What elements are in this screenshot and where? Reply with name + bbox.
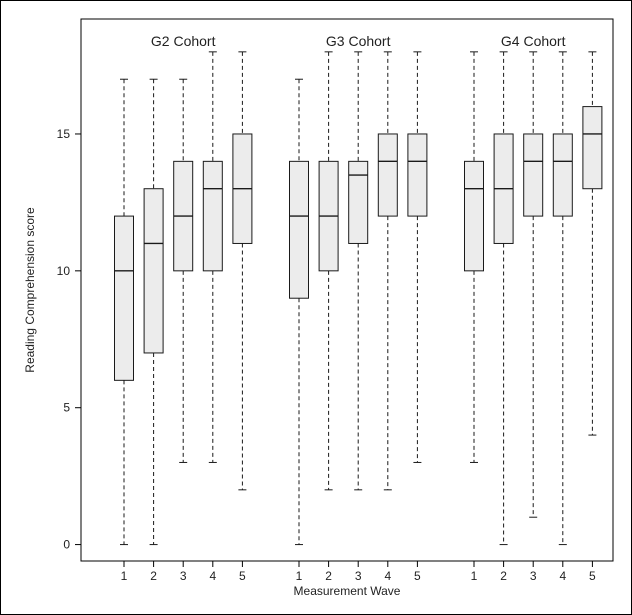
box-plot [114, 78, 134, 546]
iqr-box [348, 160, 369, 244]
y-axis: 0 5 10 15 [57, 127, 81, 552]
box-plot [407, 51, 428, 463]
iqr-box [407, 133, 428, 217]
x-tick-label: 5 [239, 569, 246, 583]
plot-area [80, 18, 614, 562]
iqr-box [464, 160, 484, 272]
y-tick-label: 10 [57, 264, 71, 278]
x-tick-label: 2 [325, 569, 332, 583]
box-plot [318, 51, 339, 491]
y-tick-label: 5 [63, 401, 70, 415]
x-tick-label: 1 [296, 569, 303, 583]
box-plot [232, 51, 253, 491]
x-tick-label: 1 [471, 569, 478, 583]
y-tick-label: 15 [57, 127, 71, 141]
iqr-box [143, 188, 164, 354]
box-plot [552, 51, 573, 546]
box-plot [289, 78, 309, 546]
y-axis-title: Reading Comprehension score [23, 207, 37, 373]
x-tick-label: 2 [150, 569, 157, 583]
x-axis: 1 2 3 4 5 1 2 3 4 5 1 2 3 4 5 [121, 561, 596, 583]
cohort-label: G4 Cohort [501, 33, 566, 49]
x-tick-label: 4 [559, 569, 566, 583]
x-tick-label: 5 [414, 569, 421, 583]
x-tick-label: 4 [209, 569, 216, 583]
x-tick-label: 1 [121, 569, 128, 583]
box-plot [173, 78, 194, 463]
iqr-box [523, 133, 544, 217]
y-tick-label: 0 [63, 538, 70, 552]
box-plot [377, 51, 398, 491]
x-tick-label: 4 [384, 569, 391, 583]
boxes [114, 51, 603, 546]
x-tick-label: 3 [355, 569, 362, 583]
iqr-box [202, 160, 223, 272]
x-tick-label: 5 [589, 569, 596, 583]
box-plot [202, 51, 223, 463]
cohort-labels: G2 Cohort G3 Cohort G4 Cohort [151, 33, 566, 49]
iqr-box [114, 215, 134, 381]
iqr-box [552, 133, 573, 217]
box-plot [464, 51, 484, 463]
x-tick-label: 2 [500, 569, 507, 583]
x-tick-label: 3 [180, 569, 187, 583]
box-plot [582, 51, 603, 436]
iqr-box [377, 133, 398, 217]
cohort-label: G2 Cohort [151, 33, 216, 49]
cohort-label: G3 Cohort [326, 33, 391, 49]
iqr-box [289, 160, 309, 299]
box-plot [143, 78, 164, 546]
x-tick-label: 3 [530, 569, 537, 583]
box-plot [348, 51, 369, 491]
box-plot [493, 51, 514, 546]
iqr-box [582, 106, 603, 190]
box-plot [523, 51, 544, 518]
x-axis-title: Measurement Wave [294, 584, 401, 598]
